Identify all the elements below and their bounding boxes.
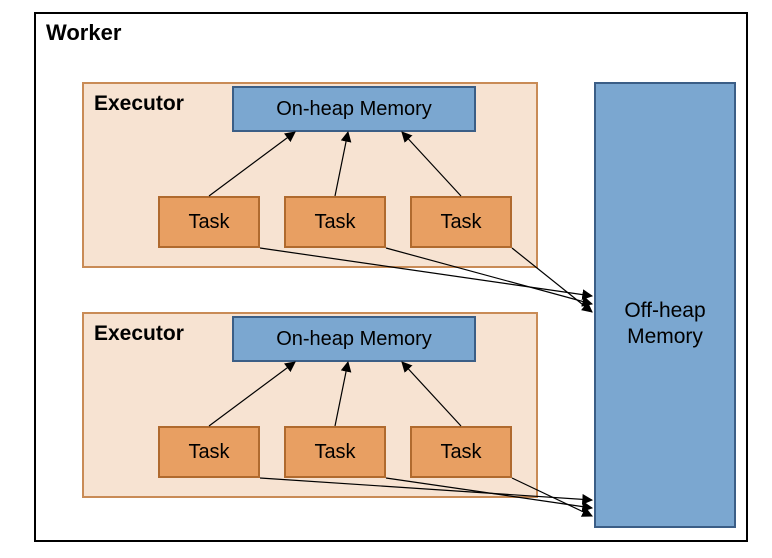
- task-label: Task: [188, 211, 229, 234]
- offheap-label-line1: Off-heap: [624, 299, 705, 322]
- task-label: Task: [440, 441, 481, 464]
- task-label: Task: [188, 441, 229, 464]
- onheap-box: On-heap Memory: [232, 86, 476, 132]
- task-label: Task: [440, 211, 481, 234]
- task-box: Task: [158, 426, 260, 478]
- offheap-label-line2: Memory: [627, 325, 703, 348]
- onheap-box: On-heap Memory: [232, 316, 476, 362]
- offheap-label: Off-heap Memory: [594, 298, 736, 351]
- task-box: Task: [410, 426, 512, 478]
- onheap-label: On-heap Memory: [276, 328, 432, 351]
- task-box: Task: [284, 196, 386, 248]
- executor-label: Executor: [94, 322, 184, 346]
- executor-label: Executor: [94, 92, 184, 116]
- onheap-label: On-heap Memory: [276, 98, 432, 121]
- worker-label: Worker: [46, 20, 121, 46]
- task-box: Task: [410, 196, 512, 248]
- task-label: Task: [314, 441, 355, 464]
- task-box: Task: [284, 426, 386, 478]
- task-label: Task: [314, 211, 355, 234]
- task-box: Task: [158, 196, 260, 248]
